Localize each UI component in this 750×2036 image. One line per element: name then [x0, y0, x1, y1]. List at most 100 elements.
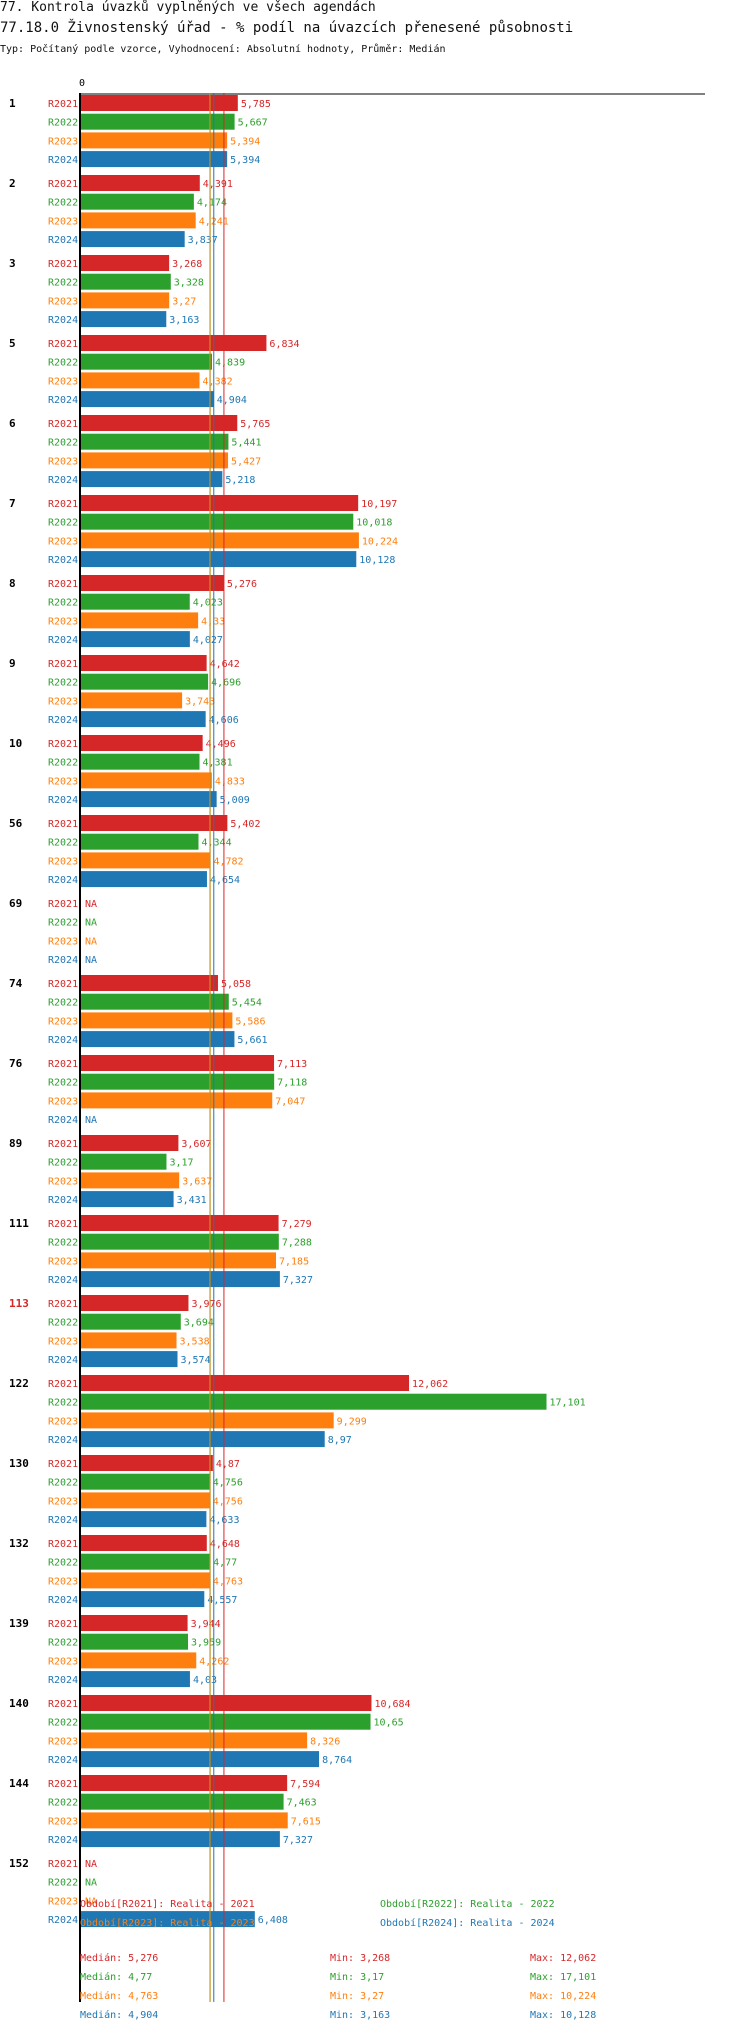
bar: [80, 1431, 325, 1448]
group-label: 56: [9, 817, 23, 830]
data-label: 3,607: [181, 1139, 211, 1150]
bar: [80, 1191, 174, 1208]
group-label: 7: [9, 497, 16, 510]
data-label: 4,382: [203, 376, 233, 387]
series-label: R2021: [48, 499, 78, 510]
bar: [80, 1233, 279, 1250]
bar: [80, 551, 357, 568]
data-label: 3,694: [184, 1318, 214, 1329]
series-label: R2023: [48, 136, 78, 147]
bar: [80, 1172, 180, 1189]
bar: [80, 1615, 188, 1631]
bar: [80, 1153, 167, 1170]
bar: [80, 415, 238, 431]
series-label: R2022: [48, 1078, 78, 1089]
bar: [80, 1671, 190, 1688]
bar: [80, 711, 206, 728]
data-label: 8,97: [328, 1435, 352, 1446]
data-label: 7,185: [279, 1256, 309, 1267]
bar: [80, 1073, 275, 1090]
series-label: R2023: [48, 376, 78, 387]
bar: [80, 1295, 189, 1311]
data-label: NA: [85, 1859, 97, 1870]
bar: [80, 372, 200, 389]
group-label: 130: [9, 1457, 29, 1470]
series-label: R2024: [48, 555, 78, 566]
bar: [80, 212, 196, 229]
bar: [80, 95, 238, 111]
group-label: 122: [9, 1377, 29, 1390]
data-label: NA: [85, 955, 97, 966]
bar: [80, 1455, 213, 1471]
series-label: R2021: [48, 1859, 78, 1870]
series-label: R2021: [48, 1459, 78, 1470]
series-label: R2024: [48, 1355, 78, 1366]
bar: [80, 292, 170, 309]
data-label: 4,77: [213, 1558, 237, 1569]
series-label: R2022: [48, 1318, 78, 1329]
series-label: R2021: [48, 1379, 78, 1390]
data-label: 5,586: [235, 1016, 265, 1027]
data-label: 4,174: [197, 198, 227, 209]
bar: [80, 1492, 210, 1509]
x-tick-label-zero: 0: [79, 78, 85, 89]
bar: [80, 433, 229, 450]
group-label: 113: [9, 1297, 29, 1310]
series-label: R2021: [48, 819, 78, 830]
data-label: 3,328: [174, 278, 204, 289]
data-label: 7,279: [282, 1219, 312, 1230]
data-label: 5,427: [231, 456, 261, 467]
data-label: 10,65: [374, 1718, 404, 1729]
series-label: R2022: [48, 118, 78, 129]
data-label: 5,441: [231, 438, 261, 449]
series-label: R2021: [48, 339, 78, 350]
data-label: 3,17: [169, 1158, 193, 1169]
series-label: R2022: [48, 1878, 78, 1889]
data-label: 5,058: [221, 979, 251, 990]
bar: [80, 655, 207, 671]
data-label: 5,218: [225, 475, 255, 486]
group-label: 144: [9, 1777, 29, 1790]
data-label: 4,87: [216, 1459, 240, 1470]
bar: [80, 1535, 207, 1551]
series-label: R2022: [48, 838, 78, 849]
series-label: R2022: [48, 1158, 78, 1169]
group-label: 1: [9, 97, 16, 110]
series-label: R2024: [48, 155, 78, 166]
data-label: 10,224: [362, 536, 398, 547]
data-label: 5,402: [230, 819, 260, 830]
stat-min-R2021: Min: 3,268: [330, 1953, 391, 1964]
bar: [80, 692, 183, 709]
data-label: 5,394: [230, 136, 260, 147]
series-label: R2021: [48, 1219, 78, 1230]
series-label: R2024: [48, 395, 78, 406]
legend-item-R2021: Období[R2021]: Realita - 2021: [80, 1899, 255, 1910]
series-label: R2022: [48, 278, 78, 289]
series-label: R2023: [48, 1656, 78, 1667]
series-label: R2023: [48, 1176, 78, 1187]
bar: [80, 113, 235, 130]
bar: [80, 513, 354, 530]
series-label: R2021: [48, 1059, 78, 1070]
bar: [80, 495, 359, 511]
bar: [80, 1633, 189, 1650]
bar: [80, 1215, 279, 1231]
stat-median-R2022: Medián: 4,77: [80, 1972, 153, 1983]
series-label: R2022: [48, 198, 78, 209]
series-label: R2024: [48, 1515, 78, 1526]
group-label: 111: [9, 1217, 29, 1230]
bar: [80, 231, 185, 248]
bar: [80, 1713, 371, 1730]
data-label: 17,101: [550, 1398, 586, 1409]
series-label: R2023: [48, 1816, 78, 1827]
chart-subtitle: 77.18.0 Živnostenský úřad - % podíl na ú…: [0, 20, 574, 36]
data-label: 5,661: [237, 1035, 267, 1046]
series-label: R2024: [48, 1115, 78, 1126]
bar: [80, 311, 167, 328]
data-label: 8,326: [310, 1736, 340, 1747]
bar: [80, 1652, 197, 1669]
bar: [80, 1271, 280, 1288]
bar: [80, 1135, 179, 1151]
bar: [80, 175, 200, 191]
bar: [80, 391, 214, 408]
